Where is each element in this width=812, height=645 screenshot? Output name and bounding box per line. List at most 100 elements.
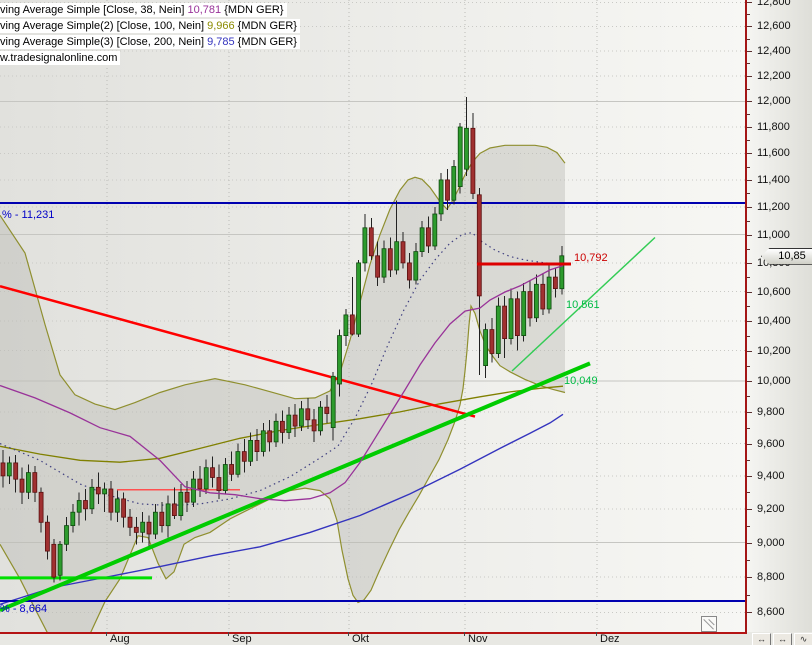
candle-up — [140, 521, 146, 533]
y-axis-tick — [747, 291, 752, 293]
x-axis-month-label: Nov — [468, 633, 488, 645]
candle-up — [457, 126, 463, 187]
legend-sma200-value: 9,785 — [207, 36, 235, 48]
candle-down — [279, 420, 285, 433]
legend-sma100-suffix: {MDN GER} — [234, 20, 297, 32]
legend-sma38-value: 10,781 — [187, 4, 222, 16]
x-axis-tick — [464, 632, 465, 636]
candle-up — [521, 291, 527, 337]
y-axis-label: 8,800 — [757, 571, 785, 584]
candle-up — [70, 511, 76, 527]
candle-up — [534, 283, 539, 319]
y-axis-label: 10,000 — [757, 374, 791, 387]
candle-up — [343, 314, 349, 336]
scale-auto-button[interactable]: ∿ — [794, 633, 812, 645]
y-axis-tick — [747, 26, 752, 28]
legend-sma200[interactable]: ving Average Simple(3) [Close, 200, Nein… — [0, 34, 300, 50]
candle-down — [95, 486, 101, 495]
candle-up — [546, 276, 552, 310]
candle-up — [222, 464, 228, 492]
y-axis-tick — [747, 350, 752, 352]
candle-up — [248, 439, 254, 462]
candle-down — [171, 503, 177, 516]
y-axis-minor-tick — [747, 248, 750, 250]
candle-down — [305, 408, 311, 421]
y-axis-minor-tick — [747, 140, 750, 142]
y-axis-tick — [747, 411, 752, 413]
candle-down — [127, 516, 133, 528]
trendline-price-label: 10,561 — [566, 299, 600, 311]
candle-up — [191, 478, 196, 503]
candle-down — [197, 478, 203, 490]
candle-up — [64, 525, 69, 545]
candle-down — [229, 464, 235, 475]
y-axis-label: 11,000 — [757, 228, 790, 241]
y-axis-label: 12,800 — [757, 0, 791, 9]
chart-area[interactable]: ving Average Simple [Close, 38, Nein] 10… — [0, 0, 747, 634]
candle-down — [368, 227, 374, 257]
candle-down — [267, 430, 273, 443]
y-axis-label: 11,600 — [757, 147, 790, 160]
y-axis-tick — [747, 475, 752, 477]
candle-down — [515, 298, 520, 336]
candle-down — [470, 127, 476, 194]
candle-down — [51, 543, 57, 578]
y-axis-minor-tick — [747, 277, 750, 279]
sma100-line — [0, 385, 564, 463]
scale-compress-button[interactable]: ↔ — [752, 633, 771, 645]
y-axis-tick — [747, 508, 752, 510]
y-axis-label: 10,400 — [757, 314, 791, 327]
candle-up — [464, 127, 469, 170]
candle-down — [13, 462, 19, 480]
y-axis-tick — [747, 2, 752, 4]
candle-down — [133, 526, 139, 533]
y-axis-minor-tick — [747, 559, 750, 561]
x-axis-month-label: Dez — [600, 633, 620, 645]
candle-up — [508, 298, 514, 339]
resize-grip[interactable] — [701, 616, 717, 632]
legend-sma100[interactable]: ving Average Simple(2) [Close, 100, Nein… — [0, 18, 300, 34]
candle-up — [337, 335, 342, 385]
candle-up — [419, 227, 425, 253]
price-axis[interactable]: 10,85 12,800 12,600 12,400 12,200 12,000 11,8… — [747, 0, 812, 632]
legend-sma100-text: ving Average Simple(2) [Close, 100, Nein… — [0, 20, 208, 32]
y-axis-tick — [747, 443, 752, 445]
candle-down — [425, 227, 431, 247]
y-axis-minor-tick — [747, 365, 750, 367]
scale-expand-button[interactable]: ↔ — [773, 633, 792, 645]
indicator-legend: ving Average Simple [Close, 38, Nein] 10… — [0, 2, 300, 66]
time-axis[interactable]: Aug Sep Okt Nov Dez — [0, 632, 812, 645]
candle-up — [483, 329, 489, 367]
x-axis-month-label: Aug — [110, 633, 130, 645]
x-axis-tick — [596, 632, 597, 636]
candle-up — [286, 414, 292, 433]
y-axis-tick — [747, 262, 752, 264]
candle-up — [25, 472, 31, 493]
y-axis-label: 12,400 — [757, 44, 791, 57]
candle-up — [273, 420, 279, 443]
candle-up — [559, 255, 565, 290]
y-axis-tick — [747, 50, 752, 52]
candle-up — [330, 375, 336, 428]
candle-up — [438, 179, 444, 215]
candle-up — [381, 248, 387, 278]
candle-down — [0, 462, 6, 477]
y-axis-minor-tick — [747, 114, 750, 116]
legend-sma38[interactable]: ving Average Simple [Close, 38, Nein] 10… — [0, 2, 300, 18]
y-axis-label: 11,800 — [757, 121, 790, 134]
candle-down — [210, 467, 215, 478]
y-axis-tick — [747, 380, 752, 382]
candle-down — [502, 305, 508, 340]
y-axis-minor-tick — [747, 396, 750, 398]
last-price-marker: 10,85 — [761, 247, 812, 265]
y-axis-minor-tick — [747, 193, 750, 195]
y-axis-tick — [747, 577, 752, 579]
y-axis-label: 9,000 — [757, 536, 785, 549]
candle-down — [254, 439, 260, 452]
candle-down — [184, 491, 190, 503]
y-axis-minor-tick — [747, 63, 750, 65]
candle-down — [375, 255, 381, 278]
candle-down — [387, 248, 393, 271]
x-axis-month-label: Sep — [232, 633, 252, 645]
